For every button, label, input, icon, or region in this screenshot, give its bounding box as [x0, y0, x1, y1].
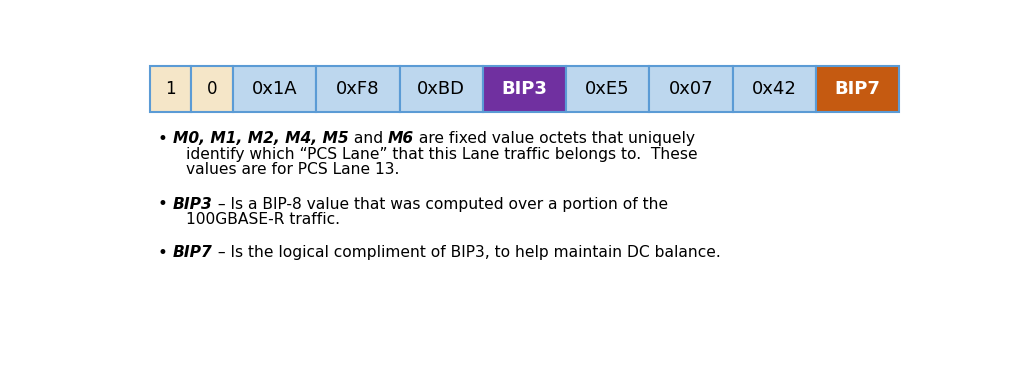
Text: 0x07: 0x07 [669, 80, 714, 98]
Text: •: • [158, 130, 167, 148]
Text: 0xE5: 0xE5 [586, 80, 630, 98]
Text: 0xF8: 0xF8 [336, 80, 380, 98]
Text: – Is the logical compliment of BIP3, to help maintain DC balance.: – Is the logical compliment of BIP3, to … [213, 245, 721, 260]
FancyBboxPatch shape [649, 66, 732, 112]
FancyBboxPatch shape [732, 66, 816, 112]
FancyBboxPatch shape [150, 66, 191, 112]
Text: BIP3: BIP3 [502, 80, 548, 98]
Text: •: • [158, 244, 167, 262]
FancyBboxPatch shape [816, 66, 899, 112]
Text: M0, M1, M2, M4, M5: M0, M1, M2, M4, M5 [173, 131, 348, 146]
Text: 0x1A: 0x1A [252, 80, 297, 98]
Text: – Is a BIP-8 value that was computed over a portion of the: – Is a BIP-8 value that was computed ove… [213, 197, 668, 212]
Text: BIP7: BIP7 [835, 80, 881, 98]
Text: and: and [348, 131, 387, 146]
FancyBboxPatch shape [566, 66, 649, 112]
Text: BIP7: BIP7 [173, 245, 213, 260]
Text: identify which “PCS Lane” that this Lane traffic belongs to.  These: identify which “PCS Lane” that this Lane… [186, 147, 697, 162]
FancyBboxPatch shape [191, 66, 233, 112]
Text: values are for PCS Lane 13.: values are for PCS Lane 13. [186, 162, 399, 177]
FancyBboxPatch shape [399, 66, 482, 112]
FancyBboxPatch shape [316, 66, 399, 112]
Text: 100GBASE-R traffic.: 100GBASE-R traffic. [186, 212, 340, 227]
Text: 0xBD: 0xBD [417, 80, 465, 98]
Text: 0: 0 [207, 80, 217, 98]
Text: BIP3: BIP3 [173, 197, 213, 212]
Text: 1: 1 [165, 80, 176, 98]
Text: 0x42: 0x42 [752, 80, 797, 98]
Text: M6: M6 [387, 131, 414, 146]
FancyBboxPatch shape [233, 66, 316, 112]
FancyBboxPatch shape [482, 66, 566, 112]
Text: •: • [158, 195, 167, 213]
Text: are fixed value octets that uniquely: are fixed value octets that uniquely [414, 131, 694, 146]
